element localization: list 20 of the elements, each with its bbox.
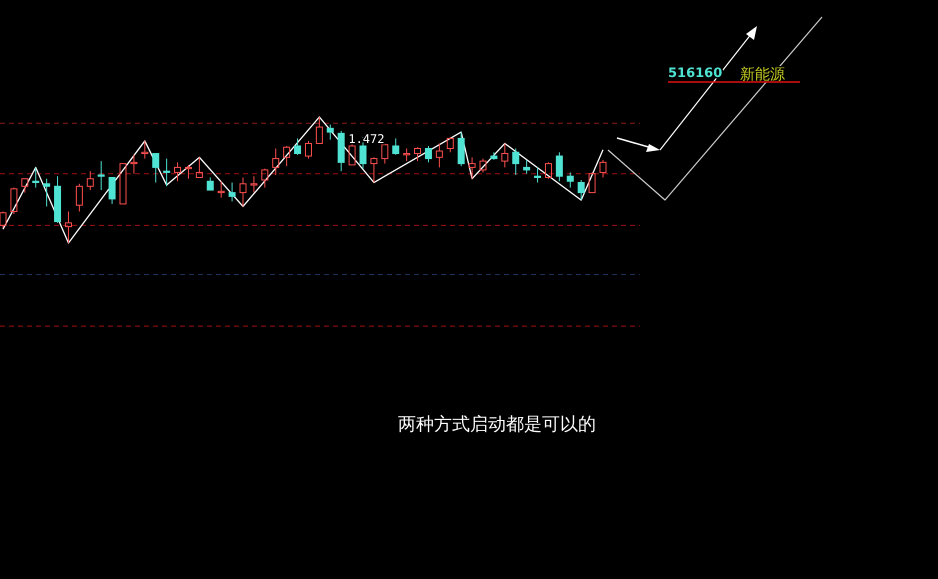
candlestick <box>32 166 40 188</box>
candlestick <box>174 162 182 182</box>
candlestick <box>163 158 170 187</box>
candlestick <box>228 182 236 202</box>
candlestick <box>250 176 258 194</box>
candlestick <box>501 142 508 168</box>
candlestick <box>64 211 72 244</box>
candlestick <box>98 160 105 191</box>
candlestick <box>534 166 542 184</box>
candlestick <box>240 176 246 207</box>
candlestick <box>326 124 334 140</box>
text: 两种方式启动都是可以的 <box>398 414 596 435</box>
candlestick <box>43 178 50 207</box>
candlestick <box>436 142 443 168</box>
candlestick <box>272 148 280 176</box>
candlestick <box>130 154 138 174</box>
candlestick <box>141 140 148 160</box>
text: 新能源 <box>740 65 785 83</box>
candlestick <box>512 148 520 176</box>
candlestick <box>218 180 225 198</box>
